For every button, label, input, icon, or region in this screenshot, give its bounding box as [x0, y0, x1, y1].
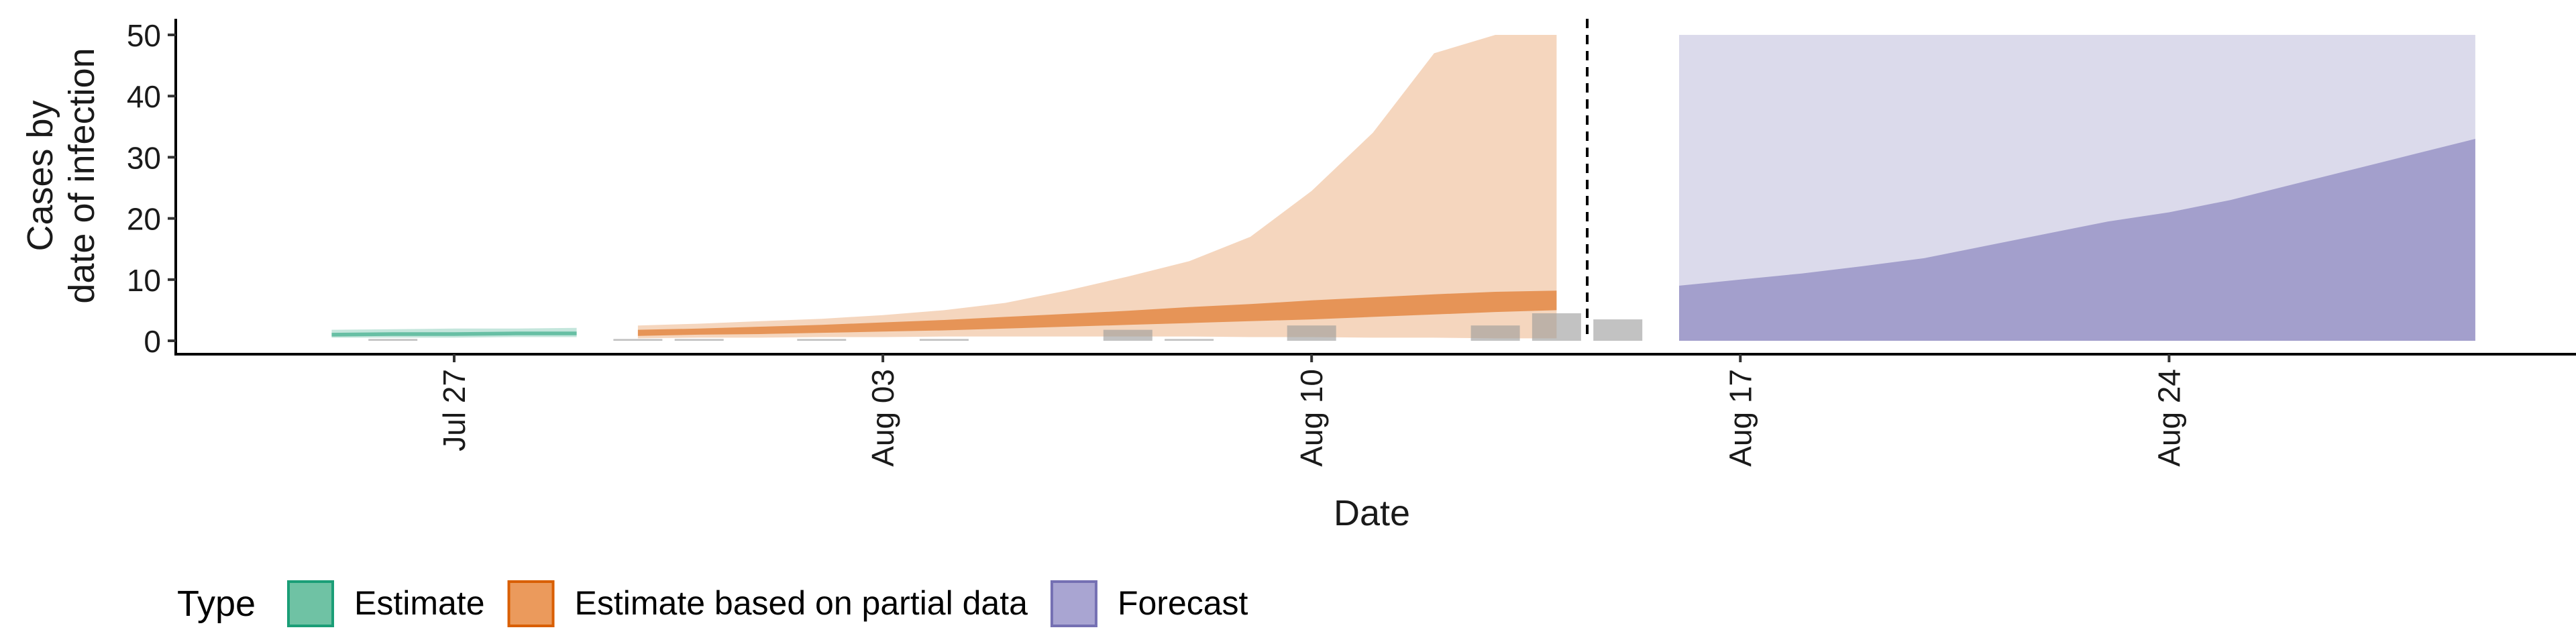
x-tick-label: Aug 10	[1294, 369, 1329, 467]
plot-area	[331, 19, 2475, 341]
x-tick-label: Jul 27	[437, 369, 472, 451]
estimate-based-on-partial-data-90-interval	[637, 35, 1557, 339]
y-tick-label: 10	[127, 263, 161, 298]
y-axis-title-line-2: date of infection	[62, 48, 102, 303]
legend-label-estimate: Estimate	[354, 584, 485, 622]
x-tick-label: Aug 24	[2151, 369, 2186, 467]
y-tick-label: 50	[127, 18, 161, 53]
reported-case-bar	[797, 339, 847, 341]
x-axis-title: Date	[1334, 493, 1410, 533]
axes: Cases by date of infection Date 0 10 20 30 4…	[20, 18, 2576, 533]
reported-case-bar	[1532, 313, 1581, 341]
reported-case-bar	[1165, 339, 1214, 341]
x-tick-label: Aug 17	[1723, 369, 1758, 467]
reported-case-bar	[1287, 325, 1336, 341]
reported-case-bar	[1103, 329, 1152, 341]
reported-case-bar	[919, 339, 969, 341]
y-tick-label: 20	[127, 202, 161, 237]
reported-case-bar	[368, 339, 418, 341]
legend-title: Type	[177, 584, 256, 624]
reported-case-bar	[1470, 325, 1520, 341]
reported-case-bar	[1593, 319, 1643, 341]
y-tick-label: 40	[127, 79, 161, 114]
y-axis-title-line-1: Cases by	[20, 100, 60, 251]
legend-key-estimate	[287, 580, 334, 627]
estimate-based-on-partial-data-50-interval	[637, 290, 1557, 336]
legend-label-estimate-based-on-partial-data: Estimate based on partial data	[575, 584, 1028, 622]
legend: Type Estimate Estimate based on partial d…	[177, 580, 1248, 627]
reported-case-bar	[613, 339, 663, 341]
x-tick-label: Aug 03	[865, 369, 900, 467]
y-tick-label: 0	[144, 324, 161, 359]
reported-case-bar	[674, 339, 724, 341]
legend-label-forecast: Forecast	[1118, 584, 1248, 622]
forecast-50-interval	[1679, 139, 2475, 341]
estimate-50-interval	[331, 331, 577, 337]
legend-key-forecast	[1050, 580, 1097, 627]
y-tick-label: 30	[127, 140, 161, 175]
legend-key-estimate-based-on-partial-data	[507, 580, 555, 627]
